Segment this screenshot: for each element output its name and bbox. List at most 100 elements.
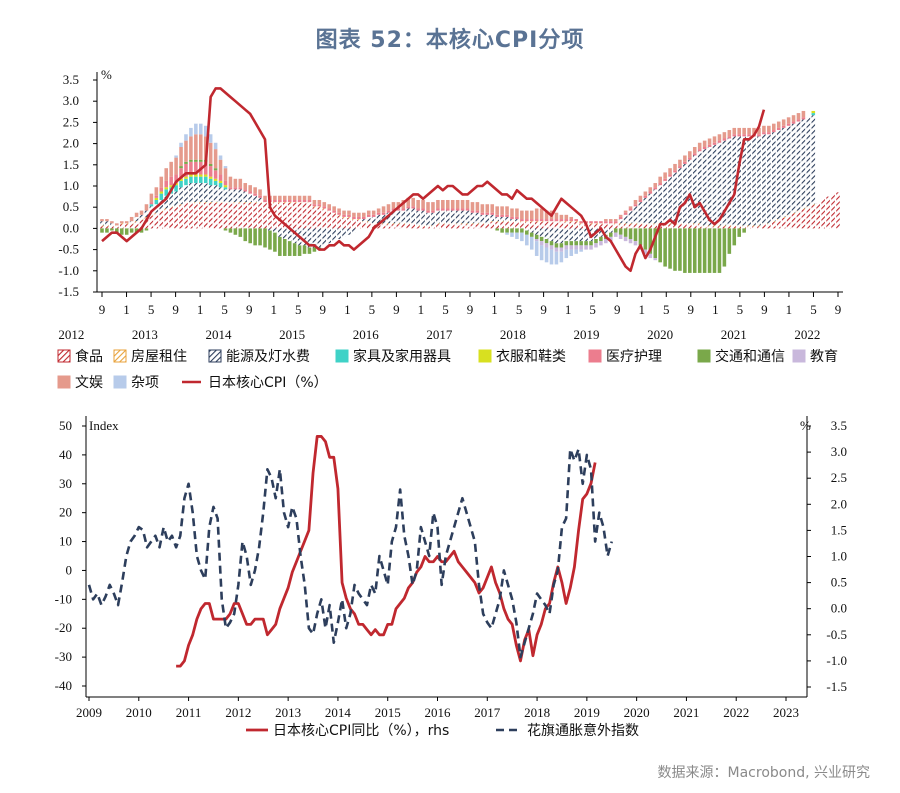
- bar-segment: [559, 221, 564, 223]
- bar-segment: [599, 224, 603, 229]
- bar-segment: [149, 214, 154, 216]
- bar-segment: [110, 228, 114, 231]
- bar-segment: [371, 210, 376, 215]
- bar-segment: [287, 195, 292, 200]
- bar-segment: [228, 176, 233, 188]
- bar-segment: [282, 202, 287, 203]
- bar-segment: [278, 199, 282, 203]
- bar-segment: [589, 241, 593, 246]
- bar-segment: [238, 189, 243, 203]
- bar-segment: [282, 195, 287, 200]
- top-x-year-label: 2018: [500, 327, 526, 342]
- bar-segment: [312, 228, 317, 248]
- bar-segment: [742, 225, 746, 227]
- bar-segment: [189, 127, 193, 137]
- bar-segment: [445, 223, 450, 225]
- legend-label: 食品: [75, 348, 103, 365]
- bar-segment: [455, 210, 460, 224]
- bar-segment: [653, 223, 658, 225]
- bar-segment: [559, 219, 564, 222]
- top-x-tick-label: 9: [246, 302, 253, 317]
- bar-segment: [342, 214, 346, 217]
- bar-segment: [129, 228, 134, 233]
- bar-segment: [653, 224, 658, 229]
- top-x-tick-label: 5: [295, 302, 302, 317]
- bar-segment: [490, 204, 495, 213]
- bar-segment: [391, 202, 396, 209]
- right-y-tick-label: 2.5: [831, 470, 847, 485]
- bar-segment: [169, 206, 173, 208]
- bar-segment: [115, 225, 119, 227]
- bar-segment: [194, 161, 198, 175]
- bar-segment: [223, 228, 228, 231]
- legend-swatch: [792, 349, 806, 363]
- bar-segment: [371, 223, 376, 225]
- bar-segment: [796, 211, 801, 229]
- bar-segment: [520, 221, 524, 223]
- legend-label: 日本核心CPI（%）: [208, 375, 328, 391]
- bar-segment: [297, 199, 302, 203]
- bar-segment: [623, 210, 628, 213]
- bar-segment: [105, 225, 109, 227]
- bar-segment: [678, 223, 682, 225]
- bar-segment: [712, 225, 717, 227]
- top-x-tick-label: 5: [737, 302, 744, 317]
- bar-segment: [268, 202, 272, 229]
- legend-swatch: [588, 349, 602, 363]
- bar-segment: [347, 210, 351, 215]
- bar-segment: [786, 214, 791, 216]
- bar-segment: [529, 222, 534, 229]
- bar-segment: [821, 198, 825, 229]
- bar-segment: [747, 134, 751, 137]
- bar-segment: [806, 207, 811, 229]
- bar-segment: [342, 228, 346, 237]
- bar-segment: [752, 225, 756, 227]
- core-cpi-yoy-line: [176, 435, 597, 668]
- bar-segment: [618, 219, 623, 224]
- bar-segment: [184, 202, 188, 229]
- bar-segment: [396, 208, 401, 211]
- bar-segment: [347, 216, 351, 218]
- bar-segment: [618, 216, 623, 220]
- bar-segment: [529, 221, 534, 223]
- bar-segment: [539, 236, 544, 242]
- bar-segment: [574, 241, 578, 246]
- bar-segment: [737, 226, 741, 229]
- bar-segment: [683, 228, 687, 273]
- bar-segment: [757, 134, 761, 137]
- bar-segment: [203, 202, 208, 229]
- bar-segment: [569, 219, 574, 222]
- bar-segment: [223, 189, 228, 203]
- bar-segment: [569, 241, 574, 246]
- bar-segment: [767, 224, 771, 229]
- bar-segment: [455, 224, 460, 229]
- bar-segment: [174, 191, 178, 207]
- bar-segment: [105, 219, 109, 222]
- bar-segment: [179, 146, 183, 167]
- bar-segment: [515, 221, 519, 223]
- bar-segment: [559, 251, 564, 263]
- bar-segment: [762, 223, 766, 225]
- bar-segment: [243, 183, 248, 190]
- bar-segment: [732, 228, 737, 246]
- right-y-tick-label: 0.0: [831, 601, 847, 616]
- bottom-x-tick-label: 2014: [325, 705, 352, 720]
- bar-segment: [421, 226, 425, 229]
- bar-segment: [752, 136, 756, 226]
- bar-segment: [115, 223, 119, 226]
- bar-segment: [189, 202, 193, 229]
- bar-segment: [574, 222, 578, 229]
- bar-segment: [263, 202, 267, 229]
- bar-segment: [208, 166, 213, 177]
- bar-segment: [421, 199, 425, 209]
- bar-segment: [554, 251, 559, 265]
- bar-segment: [386, 210, 391, 213]
- bar-segment: [485, 212, 490, 215]
- bar-segment: [233, 202, 238, 203]
- top-y-tick-label: 2.0: [63, 136, 79, 151]
- bar-segment: [653, 228, 658, 259]
- bar-segment: [307, 199, 312, 203]
- bar-segment: [302, 245, 307, 254]
- bar-segment: [549, 245, 554, 250]
- right-y-tick-label: -1.5: [826, 679, 847, 694]
